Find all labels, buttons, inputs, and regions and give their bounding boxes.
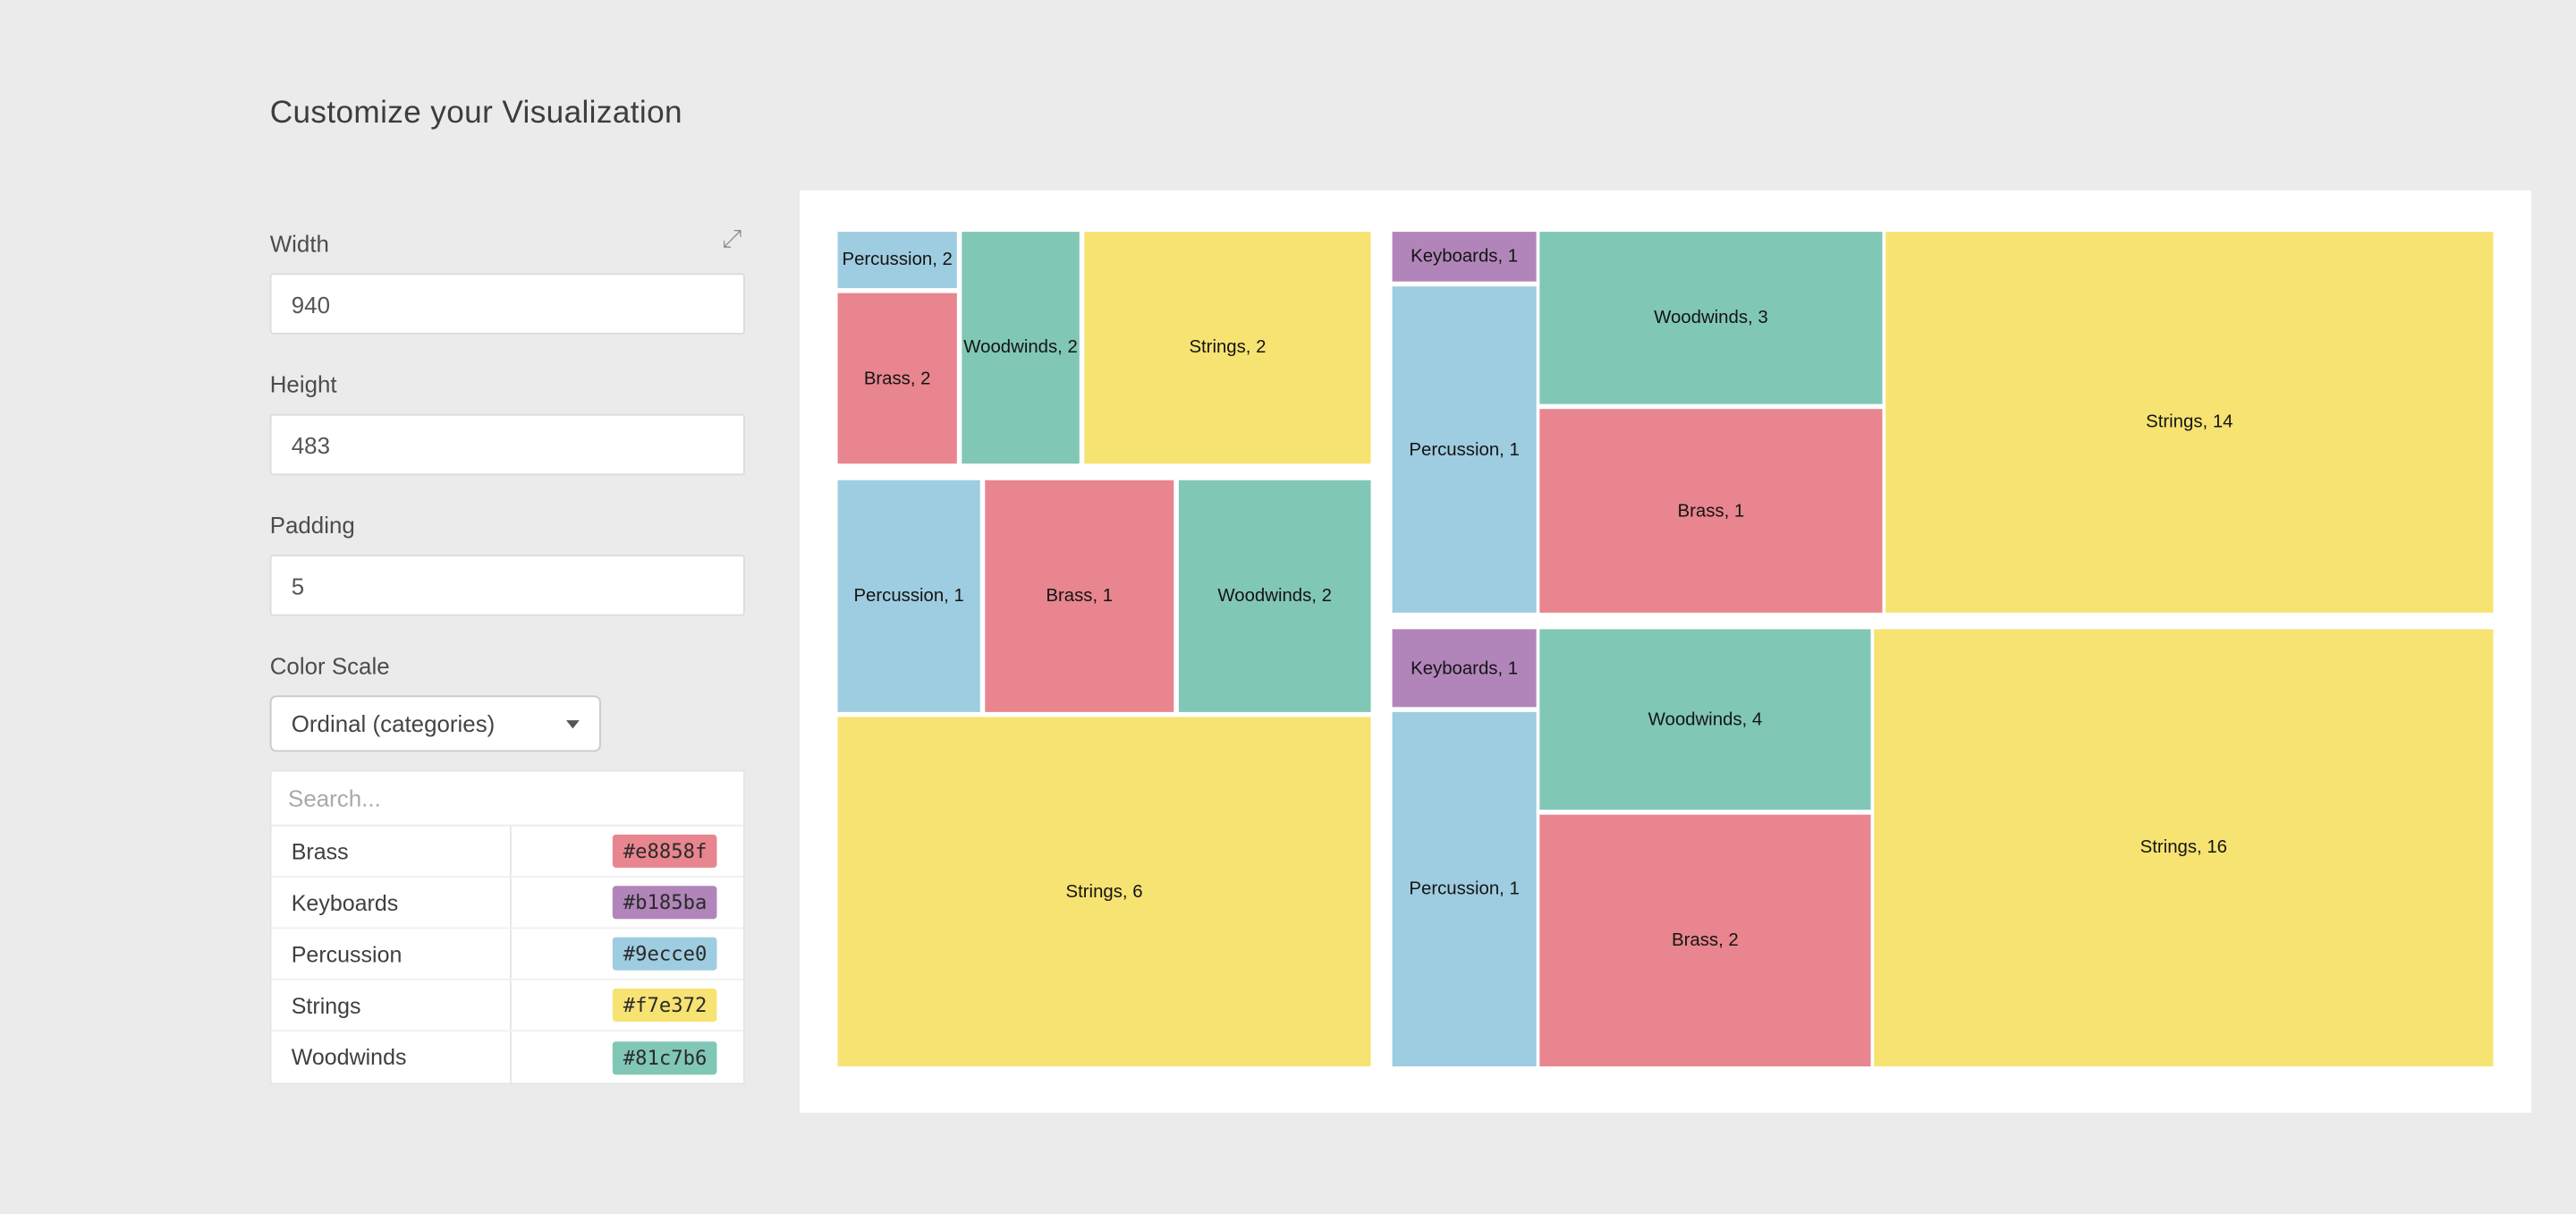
color-scale-label: Color Scale bbox=[269, 652, 390, 679]
legend-color-chip[interactable]: #e8858f bbox=[613, 834, 717, 868]
legend-rows: Brass #e8858f Keyboards #b185ba Percussion #9… bbox=[271, 826, 744, 1083]
chevron-down-icon bbox=[566, 719, 580, 728]
legend-category-name: Percussion bbox=[291, 941, 402, 967]
legend-color-cell: #e8858f bbox=[510, 826, 743, 877]
legend-category-name: Keyboards bbox=[291, 889, 399, 915]
legend-color-cell: #81c7b6 bbox=[510, 1031, 743, 1083]
width-label-text: Width bbox=[269, 230, 329, 257]
treemap-node[interactable]: Strings, 2 bbox=[1084, 232, 1371, 464]
legend-row: Percussion #9ecce0 bbox=[271, 929, 744, 981]
legend-category-name: Brass bbox=[291, 838, 349, 864]
padding-input[interactable] bbox=[269, 555, 745, 616]
legend-color-cell: #9ecce0 bbox=[510, 929, 743, 979]
expand-icon[interactable]: ⤢ bbox=[721, 225, 742, 254]
legend-color-cell: #f7e372 bbox=[510, 980, 743, 1031]
treemap-node[interactable]: Woodwinds, 2 bbox=[962, 232, 1080, 464]
legend-category-name: Woodwinds bbox=[291, 1044, 407, 1070]
treemap-node[interactable]: Strings, 6 bbox=[837, 717, 1371, 1066]
search-input[interactable] bbox=[271, 771, 744, 827]
treemap-node[interactable]: Brass, 1 bbox=[985, 480, 1174, 712]
color-scale-selected: Ordinal (categories) bbox=[291, 710, 496, 737]
legend-row: Keyboards #b185ba bbox=[271, 877, 744, 930]
legend-row: Brass #e8858f bbox=[271, 826, 744, 878]
height-input[interactable] bbox=[269, 413, 745, 476]
treemap-node[interactable]: Percussion, 2 bbox=[837, 232, 957, 289]
treemap-node[interactable]: Percussion, 1 bbox=[1392, 286, 1537, 613]
width-input[interactable] bbox=[269, 273, 745, 335]
page-title: Customize your Visualization bbox=[269, 96, 682, 132]
legend-table: Brass #e8858f Keyboards #b185ba Percussion #9… bbox=[269, 769, 745, 1085]
treemap: Percussion, 2 Brass, 2 Woodwinds, 2 Strings… bbox=[837, 232, 2494, 1066]
treemap-node[interactable]: Percussion, 1 bbox=[837, 480, 980, 712]
treemap-node[interactable]: Woodwinds, 3 bbox=[1539, 232, 1883, 404]
treemap-node[interactable]: Brass, 1 bbox=[1539, 409, 1883, 613]
padding-label: Padding bbox=[269, 511, 355, 539]
width-label: Width ⤢ bbox=[269, 225, 745, 257]
chart-card: Percussion, 2 Brass, 2 Woodwinds, 2 Strings… bbox=[799, 190, 2532, 1113]
color-scale-dropdown[interactable]: Ordinal (categories) bbox=[269, 695, 601, 752]
treemap-node[interactable]: Strings, 16 bbox=[1874, 629, 2494, 1066]
legend-color-chip[interactable]: #9ecce0 bbox=[613, 937, 717, 971]
treemap-node[interactable]: Woodwinds, 2 bbox=[1178, 480, 1371, 712]
treemap-node[interactable]: Keyboards, 1 bbox=[1392, 232, 1537, 282]
treemap-node[interactable]: Keyboards, 1 bbox=[1392, 629, 1537, 708]
legend-row: Woodwinds #81c7b6 bbox=[272, 1031, 744, 1083]
treemap-node[interactable]: Percussion, 1 bbox=[1392, 711, 1537, 1066]
treemap-node[interactable]: Brass, 2 bbox=[1539, 814, 1871, 1066]
treemap-node[interactable]: Strings, 14 bbox=[1885, 232, 2494, 613]
treemap-node[interactable]: Brass, 2 bbox=[837, 293, 957, 464]
height-label: Height bbox=[269, 370, 337, 398]
legend-color-chip[interactable]: #f7e372 bbox=[613, 988, 717, 1023]
legend-row: Strings #f7e372 bbox=[271, 980, 744, 1032]
legend-color-chip[interactable]: #81c7b6 bbox=[613, 1040, 717, 1074]
treemap-node[interactable]: Woodwinds, 4 bbox=[1539, 629, 1871, 811]
legend-category-name: Strings bbox=[291, 992, 361, 1018]
legend-color-chip[interactable]: #b185ba bbox=[613, 886, 717, 920]
legend-color-cell: #b185ba bbox=[510, 877, 743, 928]
